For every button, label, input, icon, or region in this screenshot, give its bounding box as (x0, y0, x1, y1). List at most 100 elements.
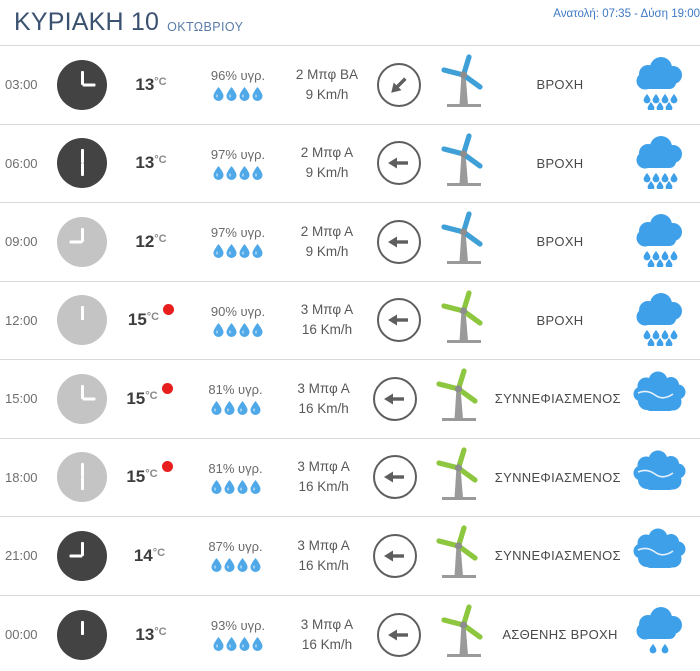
temperature-unit: °C (145, 389, 158, 402)
wind-direction-cell (366, 533, 423, 578)
wind-direction-arrow-icon (377, 141, 421, 186)
time-cell: 09:00 (0, 216, 110, 267)
forecast-row[interactable]: 09:00 12 °C 97% υγρ. 2 Μπφ Α 9 Km/h ΒΡΟΧΗ (0, 203, 700, 282)
wind-text-cell: 2 Μπφ Α 9 Km/h (284, 222, 370, 263)
weather-light-rain-icon (631, 604, 689, 665)
humidity-drop-icon (252, 87, 263, 102)
wind-strength-cell (424, 525, 495, 586)
humidity-cell: 87% υγρ. (190, 539, 281, 573)
humidity-drop-icon (239, 637, 250, 652)
humidity-drop-icon (250, 479, 261, 494)
time-cell: 06:00 (0, 138, 110, 189)
time-cell: 18:00 (0, 452, 109, 503)
forecast-row[interactable]: 12:00 15 °C 90% υγρ. 3 Μπφ Α 16 Km/h ΒΡΟΧΗ (0, 281, 700, 360)
humidity-label: 97% υγρ. (210, 225, 266, 241)
wind-text-cell: 3 Μπφ Α 16 Km/h (284, 615, 370, 656)
humidity-drop-icon (250, 401, 261, 416)
humidity-drop-icon (213, 637, 224, 652)
forecast-row[interactable]: 00:00 13 °C 93% υγρ. 3 Μπφ Α 16 Km/h ΑΣΘΕΝΗΣ Β… (0, 595, 700, 671)
weather-rain-icon (631, 133, 689, 194)
humidity-drop-icon (226, 322, 237, 337)
wind-strength-cell (428, 290, 500, 351)
humidity-drop-icon (224, 558, 235, 573)
clock-icon (57, 530, 107, 581)
humidity-drops (213, 637, 263, 652)
wind-strength-cell (428, 604, 500, 665)
clock-icon (57, 452, 107, 503)
wind-direction-cell (370, 219, 428, 264)
temperature-value: 15 (126, 467, 146, 487)
humidity-drops (213, 165, 263, 180)
humidity-label: 93% υγρ. (210, 618, 266, 634)
forecast-row[interactable]: 15:00 15 °C 81% υγρ. 3 Μπφ Α 16 Km/h ΣΥΝΝΕΦΙΑΣ… (0, 360, 700, 439)
condition-label: ΣΥΝΝΕΦΙΑΣΜΕΝΟΣ (494, 548, 621, 564)
condition-label: ΒΡΟΧΗ (536, 77, 584, 93)
weather-icon-cell (621, 370, 700, 427)
humidity-label: 96% υγρ. (210, 68, 266, 84)
humidity-label: 97% υγρ. (210, 146, 266, 162)
humidity-drops (213, 87, 263, 102)
wind-direction-arrow-icon (377, 219, 421, 264)
weather-icon-cell (620, 290, 700, 351)
condition-label: ΒΡΟΧΗ (536, 155, 584, 171)
time-label: 00:00 (5, 627, 38, 643)
humidity-drops (211, 479, 261, 494)
wind-turbine-icon (430, 525, 488, 586)
forecast-row[interactable]: 03:00 13 °C 96% υγρ. 2 Μπφ ΒΑ 9 Km/h ΒΡΟΧΗ (0, 46, 700, 125)
forecast-row[interactable]: 18:00 15 °C 81% υγρ. 3 Μπφ Α 16 Km/h ΣΥΝΝΕΦΙΑΣ… (0, 438, 700, 517)
wind-direction-cell (370, 298, 428, 343)
humidity-label: 81% υγρ. (208, 460, 263, 476)
humidity-cell: 81% υγρ. (190, 382, 281, 416)
temperature-value: 12 (135, 231, 155, 251)
condition-cell: ΒΡΟΧΗ (500, 77, 620, 92)
condition-cell: ΑΣΘΕΝΗΣ ΒΡΟΧΗ (500, 627, 620, 642)
humidity-drop-icon (211, 401, 222, 416)
weather-icon-cell (620, 604, 700, 665)
humidity-drop-icon (237, 479, 248, 494)
wind-force-label: 2 Μπφ ΒΑ (295, 66, 359, 82)
wind-force-label: 3 Μπφ Α (297, 537, 350, 553)
humidity-drop-icon (239, 87, 250, 102)
wind-force-label: 3 Μπφ Α (300, 616, 354, 632)
wind-speed-label: 9 Km/h (305, 243, 349, 259)
wind-speed-label: 16 Km/h (298, 557, 349, 573)
time-label: 18:00 (5, 469, 38, 485)
humidity-drop-icon (237, 401, 248, 416)
humidity-drop-icon (252, 244, 263, 259)
wind-turbine-icon (435, 604, 493, 665)
weather-cloudy-icon (631, 370, 689, 427)
wind-direction-cell (370, 141, 428, 186)
wind-strength-cell (428, 133, 500, 194)
humidity-label: 87% υγρ. (208, 539, 263, 555)
wind-text-cell: 2 Μπφ ΒΑ 9 Km/h (284, 65, 370, 106)
time-cell: 15:00 (0, 373, 109, 424)
humidity-drop-icon (239, 244, 250, 259)
wind-force-label: 3 Μπφ Α (297, 380, 350, 396)
weather-cloudy-icon (631, 449, 689, 506)
forecast-row[interactable]: 06:00 13 °C 97% υγρ. 2 Μπφ Α 9 Km/h ΒΡΟΧΗ (0, 124, 700, 203)
temperature-value: 13 (135, 153, 155, 173)
humidity-drops (213, 322, 263, 337)
wind-direction-cell (366, 376, 423, 421)
wind-force-label: 3 Μπφ Α (297, 459, 350, 474)
condition-cell: ΒΡΟΧΗ (500, 234, 620, 249)
time-label: 09:00 (5, 234, 38, 250)
weather-icon-cell (621, 527, 700, 584)
wind-speed-label: 16 Km/h (301, 322, 353, 338)
wind-direction-cell (366, 455, 423, 500)
forecast-row[interactable]: 21:00 14 °C 87% υγρ. 3 Μπφ Α 16 Km/h ΣΥΝΝΕΦΙΑΣ… (0, 517, 700, 596)
wind-strength-cell (424, 447, 495, 508)
humidity-drops (211, 558, 261, 573)
wind-speed-label: 16 Km/h (301, 636, 353, 652)
humidity-cell: 97% υγρ. (192, 147, 284, 180)
humidity-cell: 97% υγρ. (192, 225, 284, 259)
temperature-unit: °C (154, 232, 167, 245)
temperature-value: 13 (135, 624, 155, 644)
temperature-cell: 13 °C (110, 625, 192, 645)
temperature-unit: °C (154, 625, 167, 638)
hourly-forecast-list: 03:00 13 °C 96% υγρ. 2 Μπφ ΒΑ 9 Km/h ΒΡΟΧΗ 06:0… (0, 46, 700, 671)
wind-text-cell: 3 Μπφ Α 16 Km/h (281, 536, 366, 577)
humidity-drop-icon (239, 322, 250, 337)
time-label: 21:00 (5, 548, 38, 564)
wind-direction-arrow-icon (372, 455, 417, 500)
